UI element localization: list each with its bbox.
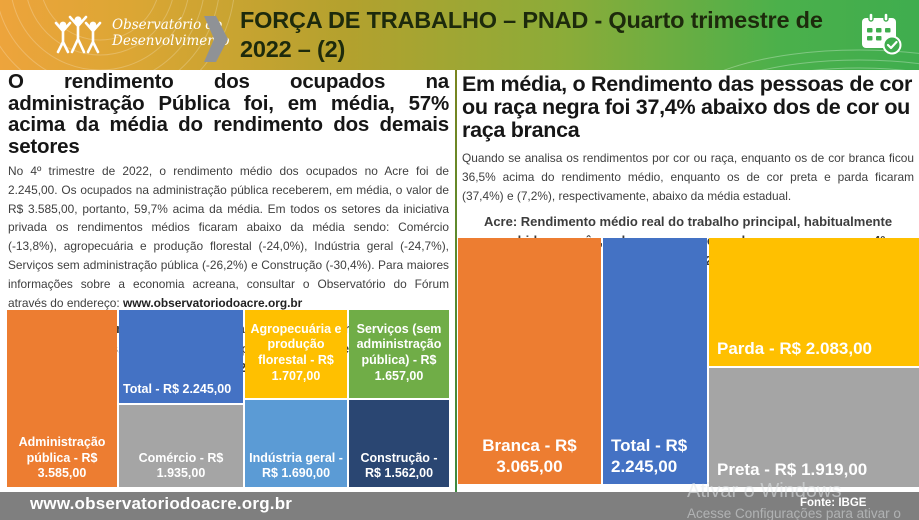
calendar-check-icon	[862, 12, 902, 55]
left-body-main: No 4º trimestre de 2022, o rendimento mé…	[8, 164, 449, 310]
footer-url[interactable]: www.observatoriodoacre.org.br	[30, 494, 293, 513]
treemap-cell-construcao: Construção - R$ 1.562,00	[349, 400, 449, 487]
treemap-cell-label: Branca - R$ 3.065,00	[482, 435, 577, 476]
treemap-cell-label: Indústria geral - R$ 1.690,00	[249, 450, 343, 481]
treemap-cell-servicos: Serviços (sem administração pública) - R…	[349, 310, 449, 398]
left-heading: O rendimento dos ocupados na administraç…	[8, 70, 449, 158]
logo-text: Observatório do Desenvolvimento	[112, 18, 229, 49]
logo-text-line1: Observatório do	[112, 17, 223, 34]
treemap-cell-label: Parda - R$ 2.083,00	[717, 338, 872, 358]
treemap-cell-label: Total - R$ 2.245,00	[123, 382, 232, 397]
treemap-cell-label: Construção - R$ 1.562,00	[360, 450, 438, 481]
slide-title-line1: FORÇA DE TRABALHO – PNAD - Quarto trimes…	[240, 7, 823, 33]
footer-source: Fonte: IBGE	[800, 497, 867, 509]
slide-title-line2: 2022 – (2)	[240, 35, 346, 62]
logo: Observatório do Desenvolvimento	[52, 12, 229, 56]
treemap-cell-total: Total - R$ 2.245,00	[119, 310, 243, 403]
right-body-text: Quando se analisa os rendimentos por cor…	[462, 150, 914, 203]
treemap-cell-preta: Preta - R$ 1.919,00	[709, 368, 919, 487]
column-divider	[455, 70, 457, 492]
left-body-link[interactable]: www.observatoriodoacre.org.br	[123, 295, 303, 310]
treemap-cell-label: Preta - R$ 1.919,00	[717, 459, 868, 479]
treemap-sectors: Administração pública - R$ 3.585,00 Tota…	[7, 310, 449, 487]
treemap-cell-label: Agropecuária e produção florestal - R$ 1…	[250, 321, 342, 383]
treemap-cell-industria-geral: Indústria geral - R$ 1.690,00	[245, 400, 347, 487]
treemap-cell-agropecuaria: Agropecuária e produção florestal - R$ 1…	[245, 310, 347, 398]
slide-title: FORÇA DE TRABALHO – PNAD - Quarto trimes…	[240, 6, 840, 63]
treemap-cell-label: Administração pública - R$ 3.585,00	[18, 435, 106, 481]
people-logo-icon	[54, 15, 102, 54]
left-body-text: No 4º trimestre de 2022, o rendimento mé…	[8, 162, 449, 312]
header-banner: Observatório do Desenvolvimento FORÇA DE…	[0, 0, 919, 116]
right-heading: Em média, o Rendimento das pessoas de co…	[462, 72, 913, 143]
treemap-cell-parda: Parda - R$ 2.083,00	[709, 238, 919, 366]
treemap-cell-label: Total - R$ 2.245,00	[611, 435, 688, 476]
treemap-cell-total: Total - R$ 2.245,00	[603, 238, 707, 484]
logo-text-line2: Desenvolvimento	[112, 33, 230, 49]
treemap-cell-branca: Branca - R$ 3.065,00	[458, 238, 601, 484]
treemap-cell-label: Serviços (sem administração pública) - R…	[356, 321, 442, 383]
treemap-cell-label: Comércio - R$ 1.935,00	[138, 450, 224, 481]
treemap-race: Branca - R$ 3.065,00 Total - R$ 2.245,00…	[458, 238, 919, 487]
treemap-cell-comercio: Comércio - R$ 1.935,00	[119, 405, 243, 487]
treemap-cell-administracao-publica: Administração pública - R$ 3.585,00	[7, 310, 117, 487]
footer-bar	[0, 492, 919, 520]
